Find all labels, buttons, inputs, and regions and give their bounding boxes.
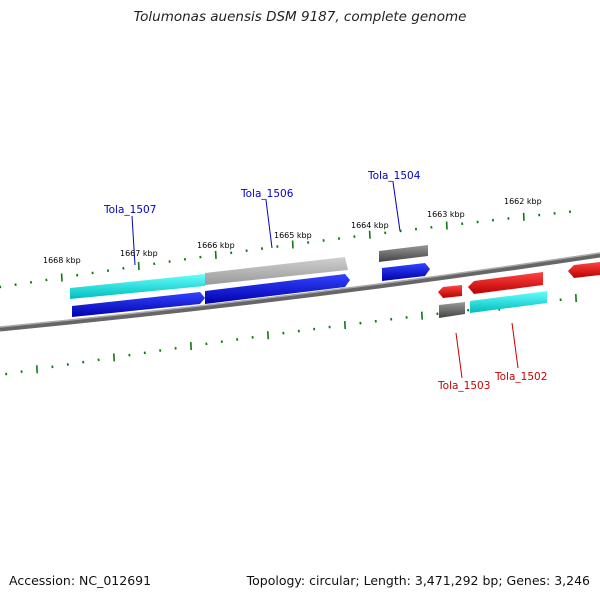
scale-label-1665: 1665 kbp xyxy=(274,231,312,240)
leader-tola-1504 xyxy=(392,181,401,232)
scale-label-1663: 1663 kbp xyxy=(427,210,465,219)
scale-label-1666: 1666 kbp xyxy=(197,241,235,250)
gene-tola-1502 xyxy=(468,272,543,294)
map-title: Tolumonas auensis DSM 9187, complete gen… xyxy=(133,9,467,25)
gene-tola-1506 xyxy=(205,274,350,304)
label-tola-1502: Tola_1502 xyxy=(494,371,547,383)
gene-next-reverse xyxy=(568,262,600,278)
genome-backbone xyxy=(0,252,600,332)
label-tola-1503: Tola_1503 xyxy=(437,380,490,392)
scale-label-1662: 1662 kbp xyxy=(504,197,542,206)
genome-summary-text: Topology: circular; Length: 3,471,292 bp… xyxy=(246,573,590,588)
accession-text: Accession: NC_012691 xyxy=(9,573,152,588)
feature-band-light xyxy=(205,257,348,285)
leader-tola-1506 xyxy=(265,199,273,249)
gene-tola-1503 xyxy=(438,285,462,298)
outer-scale-ticks xyxy=(0,210,572,289)
scale-label-1667: 1667 kbp xyxy=(120,249,158,258)
leader-tola-1503 xyxy=(455,332,463,379)
feature-tola-1504-grey xyxy=(379,245,428,262)
scale-label-1668: 1668 kbp xyxy=(43,256,81,265)
label-tola-1504: Tola_1504 xyxy=(367,170,421,182)
cds-tola-1507 xyxy=(70,274,205,299)
label-tola-1506: Tola_1506 xyxy=(240,188,294,200)
cds-tola-1502 xyxy=(470,291,547,313)
scale-label-1664: 1664 kbp xyxy=(351,221,389,230)
leader-tola-1507 xyxy=(131,215,136,266)
leader-tola-1502 xyxy=(511,322,519,369)
feature-tola-1503-grey xyxy=(439,302,465,318)
label-tola-1507: Tola_1507 xyxy=(103,204,156,216)
gene-tola-1507 xyxy=(72,292,205,317)
gene-tola-1504 xyxy=(382,263,430,281)
